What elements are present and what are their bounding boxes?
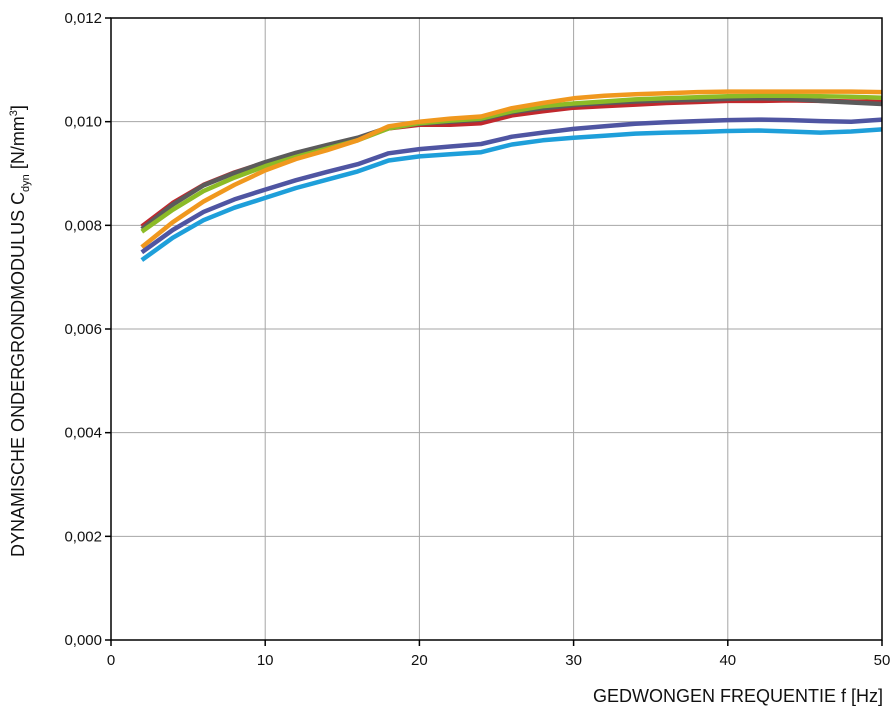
y-axis-title-subscript: dyn — [20, 174, 32, 192]
y-axis-title: DYNAMISCHE ONDERGRONDMODULUS Cdyn [N/mm3… — [8, 105, 32, 557]
x-tick-label: 10 — [257, 652, 274, 669]
y-axis-title-unit: [N/mm — [8, 116, 28, 174]
y-tick-label: 0,004 — [64, 425, 102, 442]
series-line-3 — [140, 93, 883, 234]
series-line-6 — [140, 127, 883, 262]
y-axis-title-main: DYNAMISCHE ONDERGRONDMODULUS C — [8, 192, 28, 557]
y-axis-title-unit-superscript: 3 — [8, 110, 20, 116]
x-tick-label: 30 — [565, 652, 582, 669]
y-tick-label: 0,010 — [64, 114, 102, 131]
x-tick-label: 50 — [874, 652, 891, 669]
series-line-4 — [140, 89, 883, 249]
x-tick-label: 40 — [719, 652, 736, 669]
x-tick-label: 20 — [411, 652, 428, 669]
y-tick-label: 0,006 — [64, 321, 102, 338]
y-tick-labels: 0,000 0,002 0,004 0,006 0,008 0,010 0,012 — [64, 10, 102, 649]
tick-marks — [105, 17, 883, 646]
series-line-5 — [140, 117, 883, 255]
y-tick-label: 0,002 — [64, 528, 102, 545]
x-axis-title: GEDWONGEN FREQUENTIE f [Hz] — [593, 686, 883, 706]
y-tick-label: 0,012 — [64, 10, 102, 27]
x-tick-label: 0 — [107, 652, 115, 669]
x-tick-labels: 0 10 20 30 40 50 — [107, 652, 891, 669]
y-axis-title-unit-end: ] — [8, 105, 28, 110]
y-tick-label: 0,008 — [64, 217, 102, 234]
series-lines — [140, 89, 883, 262]
y-tick-label: 0,000 — [64, 632, 102, 649]
